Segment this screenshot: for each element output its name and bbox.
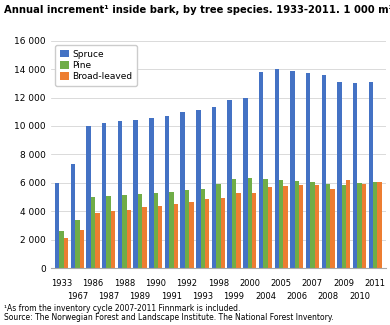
Bar — [252, 193, 256, 268]
Bar — [60, 231, 64, 268]
Bar — [283, 186, 288, 268]
Bar — [55, 183, 60, 268]
Bar — [353, 83, 357, 268]
Bar — [111, 211, 115, 268]
Text: Annual increment¹ inside bark, by tree species. 1933-2011. 1 000 m³: Annual increment¹ inside bark, by tree s… — [4, 5, 390, 15]
Bar — [373, 182, 377, 268]
Text: 1967: 1967 — [67, 292, 88, 301]
Text: 1989: 1989 — [129, 292, 151, 301]
Bar — [221, 199, 225, 268]
Bar — [138, 194, 142, 268]
Bar — [212, 108, 216, 268]
Bar — [243, 98, 248, 268]
Bar — [377, 182, 382, 268]
Bar — [248, 178, 252, 268]
Bar — [122, 195, 127, 268]
Bar — [169, 192, 174, 268]
Bar — [64, 238, 68, 268]
Text: 2007: 2007 — [302, 279, 323, 288]
Bar — [279, 180, 283, 268]
Bar — [181, 112, 185, 268]
Bar — [142, 207, 147, 268]
Bar — [362, 184, 366, 268]
Text: 2008: 2008 — [317, 292, 339, 301]
Text: 1991: 1991 — [161, 292, 182, 301]
Bar — [95, 213, 99, 268]
Bar — [216, 184, 221, 268]
Text: ¹As from the inventory cycle 2007-2011 Finnmark is included.: ¹As from the inventory cycle 2007-2011 F… — [4, 304, 240, 313]
Bar — [310, 182, 315, 268]
Bar — [369, 82, 373, 268]
Text: 2010: 2010 — [349, 292, 370, 301]
Bar — [118, 121, 122, 268]
Text: 2005: 2005 — [271, 279, 292, 288]
Legend: Spruce, Pine, Broad-leaved: Spruce, Pine, Broad-leaved — [55, 45, 137, 86]
Bar — [154, 193, 158, 268]
Text: 2011: 2011 — [365, 279, 386, 288]
Text: 2006: 2006 — [286, 292, 307, 301]
Bar — [321, 75, 326, 268]
Bar — [299, 185, 303, 268]
Bar — [200, 189, 205, 268]
Bar — [185, 190, 189, 268]
Bar — [342, 185, 346, 268]
Bar — [294, 181, 299, 268]
Text: 2000: 2000 — [239, 279, 260, 288]
Bar — [102, 123, 106, 268]
Bar — [337, 82, 342, 268]
Bar — [174, 204, 178, 268]
Bar — [165, 116, 169, 268]
Bar — [357, 183, 362, 268]
Bar — [306, 72, 310, 268]
Bar — [106, 196, 111, 268]
Bar — [133, 120, 138, 268]
Text: 1987: 1987 — [98, 292, 119, 301]
Text: 2004: 2004 — [255, 292, 276, 301]
Bar — [232, 178, 236, 268]
Bar — [315, 185, 319, 268]
Text: Source: The Norwegian Forest and Landscape Institute. The National Forest Invent: Source: The Norwegian Forest and Landsca… — [4, 313, 333, 322]
Bar — [263, 178, 268, 268]
Bar — [87, 126, 91, 268]
Bar — [80, 230, 84, 268]
Bar — [236, 193, 241, 268]
Bar — [330, 188, 335, 268]
Bar — [91, 197, 95, 268]
Bar — [189, 202, 194, 268]
Text: 2009: 2009 — [333, 279, 354, 288]
Bar — [196, 110, 200, 268]
Bar — [259, 72, 263, 268]
Bar — [71, 164, 75, 268]
Bar — [158, 205, 162, 268]
Bar — [149, 118, 154, 268]
Text: 1999: 1999 — [223, 292, 245, 301]
Text: 1993: 1993 — [192, 292, 213, 301]
Bar — [275, 69, 279, 268]
Bar — [346, 180, 350, 268]
Bar — [268, 187, 272, 268]
Text: 1933: 1933 — [51, 279, 72, 288]
Bar — [127, 210, 131, 268]
Text: 1990: 1990 — [145, 279, 166, 288]
Text: 1986: 1986 — [82, 279, 104, 288]
Text: 1988: 1988 — [114, 279, 135, 288]
Bar — [227, 100, 232, 268]
Bar — [205, 199, 209, 268]
Bar — [75, 220, 80, 268]
Bar — [326, 184, 330, 268]
Text: 1998: 1998 — [208, 279, 229, 288]
Text: 1992: 1992 — [177, 279, 198, 288]
Bar — [290, 71, 294, 268]
